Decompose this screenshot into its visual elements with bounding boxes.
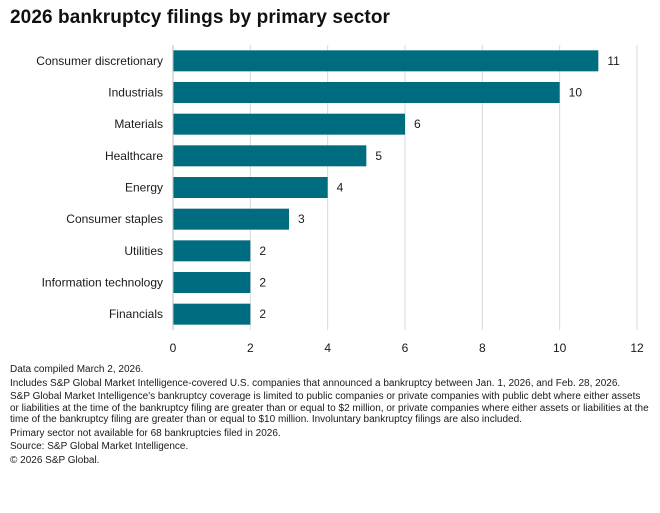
x-tick-label-8: 8 (479, 341, 486, 355)
note-coverage-period: Includes S&P Global Market Intelligence-… (10, 377, 621, 389)
bar-healthcare (173, 145, 367, 167)
bar-financials (173, 303, 251, 325)
value-label-financials: 2 (259, 307, 266, 321)
bar-chart: Consumer discretionary 11 Industrials 10 Mat… (36, 45, 644, 355)
x-tick-label-4: 4 (324, 341, 331, 355)
bars (173, 50, 599, 325)
bar-energy (173, 177, 328, 198)
category-label-information-technology: Information technology (42, 276, 163, 290)
value-label-consumer-staples: 3 (298, 212, 305, 226)
category-label-financials: Financials (109, 307, 163, 321)
value-label-industrials: 10 (569, 86, 583, 100)
bar-information-technology (173, 272, 251, 293)
note-data-compiled: Data compiled March 2, 2026. (10, 364, 144, 375)
labels: Consumer discretionary 11 Industrials 10 Mat… (36, 54, 620, 321)
chart-notes: Data compiled March 2, 2026. Includes S&… (10, 364, 650, 468)
value-label-consumer-discretionary: 11 (607, 54, 620, 68)
category-label-industrials: Industrials (108, 86, 163, 100)
x-tick-label-0: 0 (170, 341, 177, 355)
value-label-materials: 6 (414, 117, 421, 131)
note-source: Source: S&P Global Market Intelligence. (10, 441, 189, 452)
bar-materials (173, 113, 405, 135)
chart-title: 2026 bankruptcy filings by primary secto… (10, 7, 391, 28)
value-label-energy: 4 (337, 181, 344, 195)
bar-utilities (173, 240, 251, 262)
bar-industrials (173, 82, 560, 103)
value-label-healthcare: 5 (375, 149, 382, 163)
x-axis: 0 2 4 6 8 10 12 (170, 45, 644, 355)
category-label-consumer-staples: Consumer staples (66, 212, 163, 226)
value-label-utilities: 2 (259, 244, 266, 258)
value-label-information-technology: 2 (259, 276, 266, 290)
category-label-materials: Materials (114, 117, 163, 131)
category-label-utilities: Utilities (124, 244, 163, 258)
category-label-healthcare: Healthcare (105, 149, 163, 163)
x-tick-label-10: 10 (553, 341, 567, 355)
note-sector-unavailable: Primary sector not available for 68 bank… (10, 427, 281, 439)
note-copyright: © 2026 S&P Global. (10, 454, 100, 466)
x-tick-label-12: 12 (630, 341, 644, 355)
bar-consumer-discretionary (173, 50, 599, 72)
bar-consumer-staples (173, 208, 289, 230)
x-tick-label-2: 2 (247, 341, 254, 355)
category-label-consumer-discretionary: Consumer discretionary (36, 54, 163, 68)
note-coverage-criteria: S&P Global Market Intelligence's bankrup… (10, 391, 649, 425)
category-label-energy: Energy (125, 181, 163, 195)
x-tick-label-6: 6 (402, 341, 409, 355)
